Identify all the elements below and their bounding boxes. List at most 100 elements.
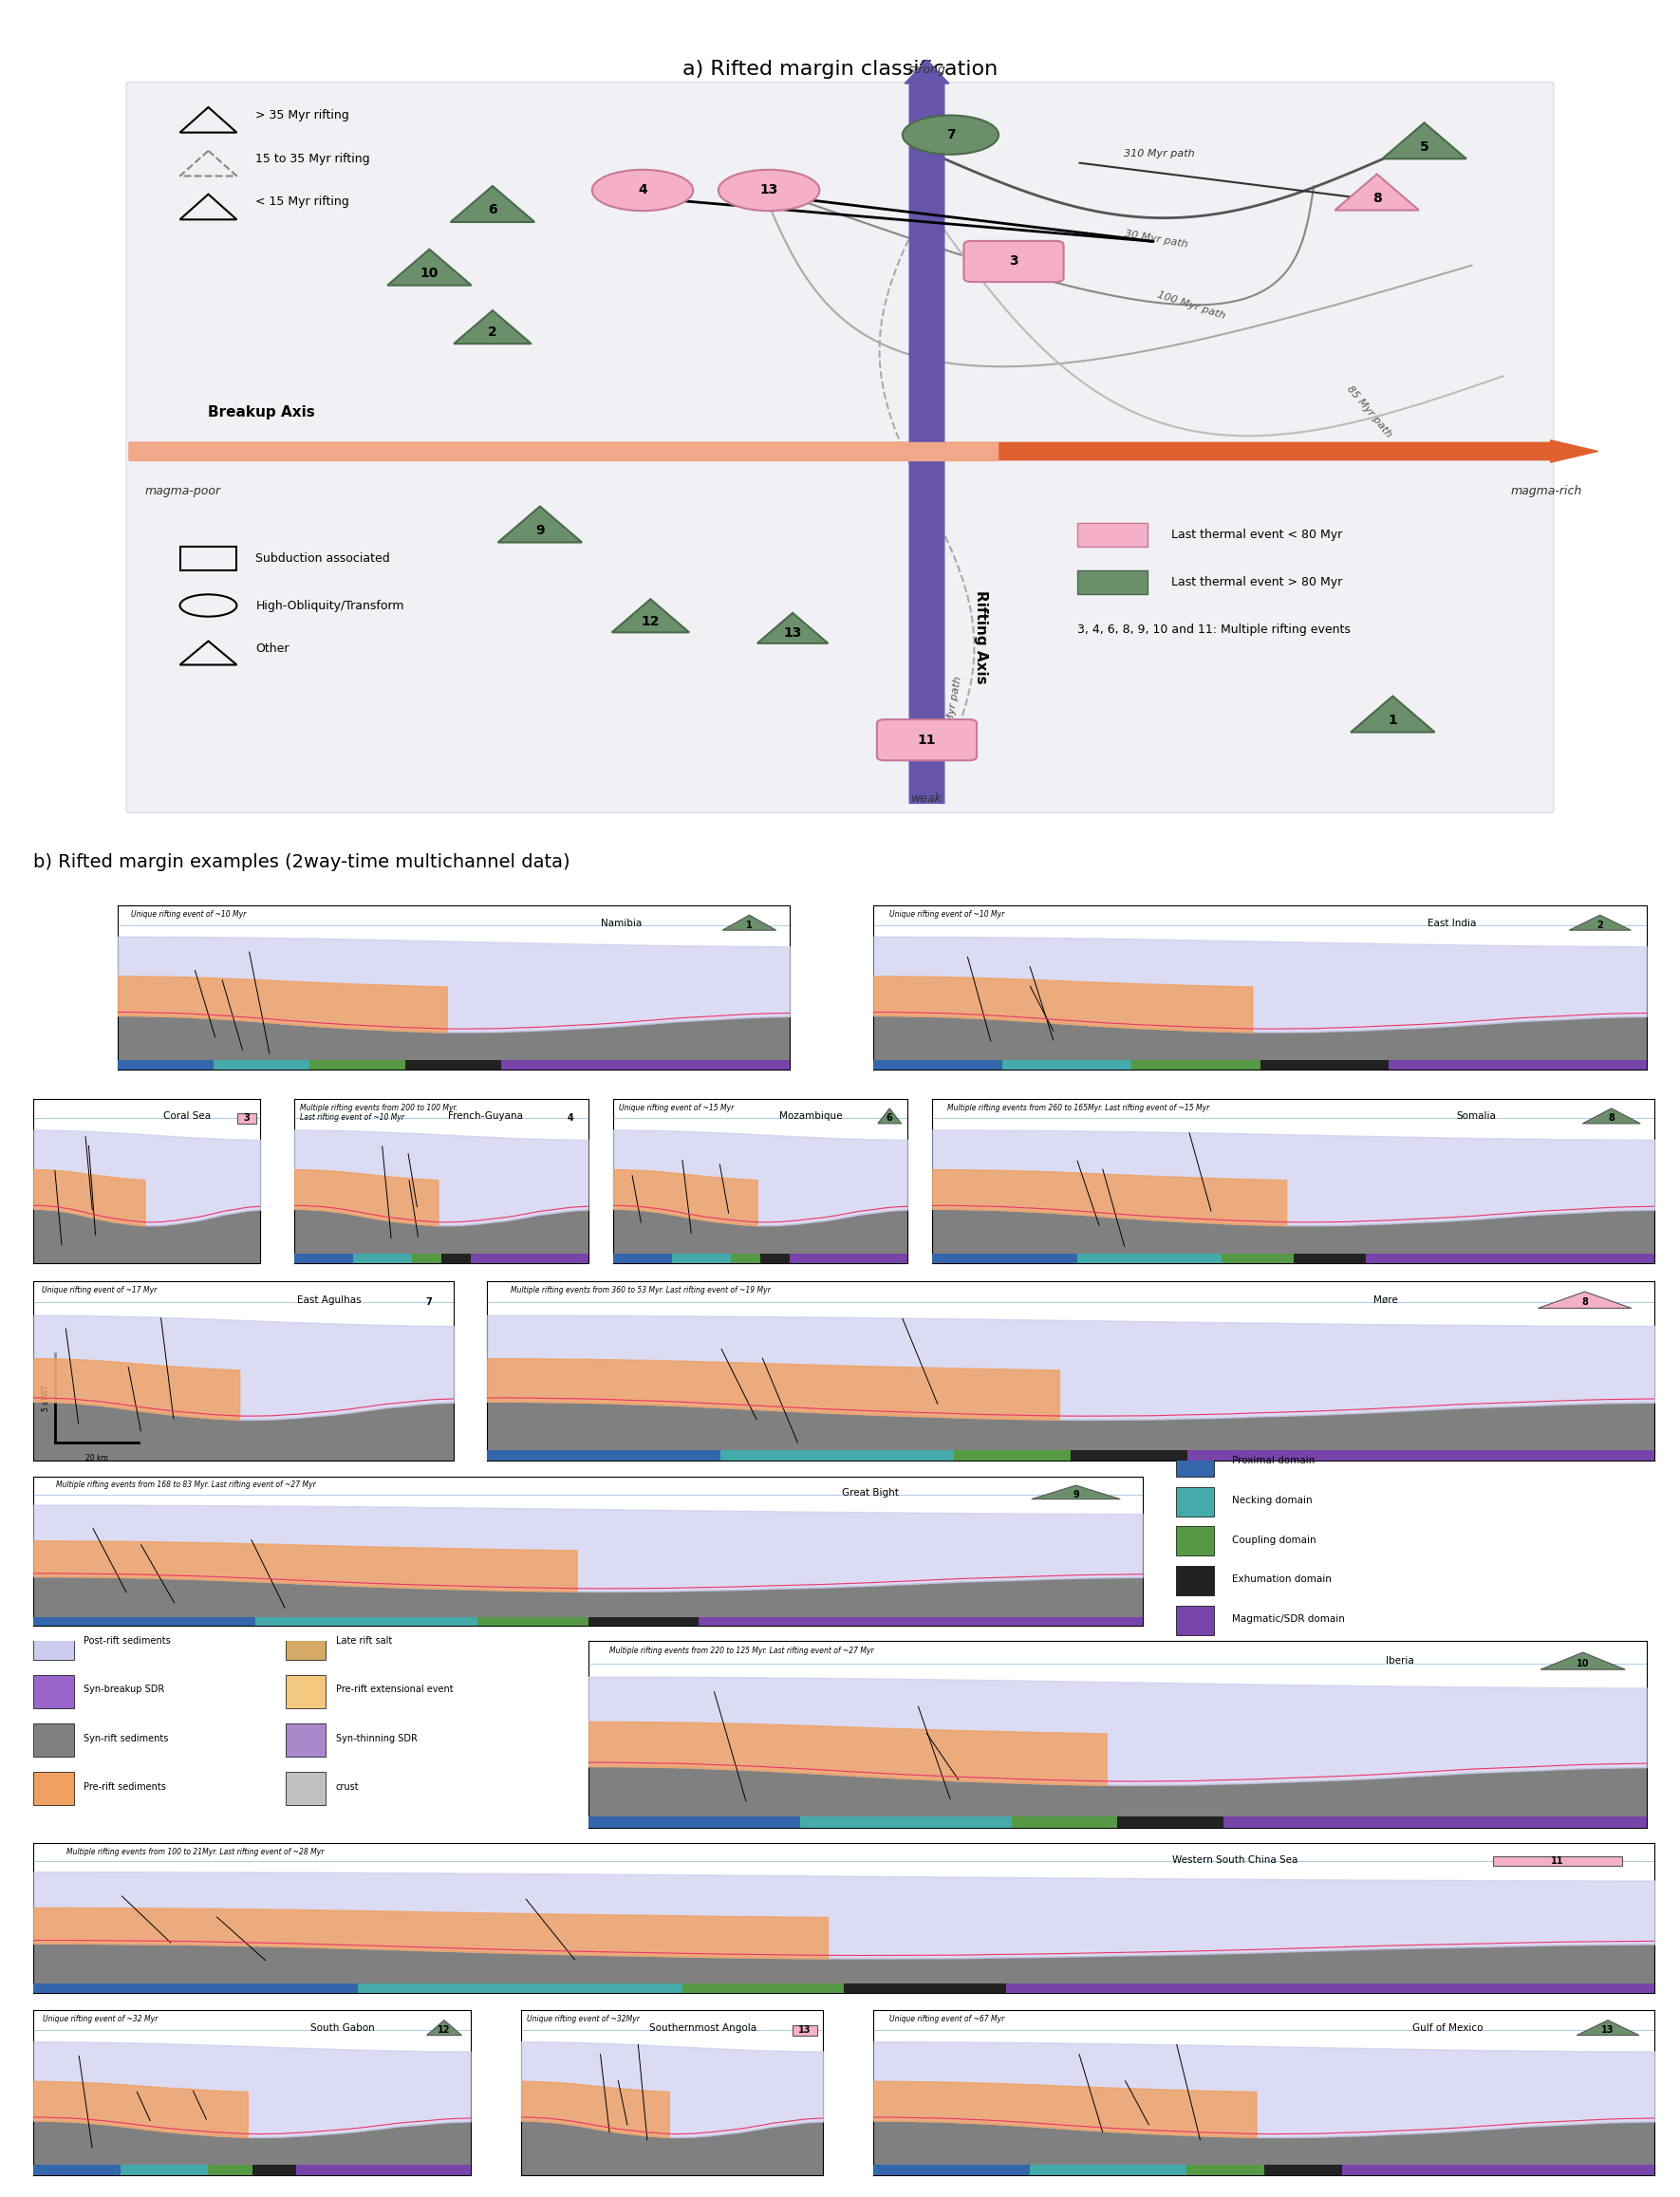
Polygon shape [450, 187, 534, 222]
Text: 10: 10 [1576, 1659, 1589, 1668]
Bar [1342, 2166, 1655, 2175]
Bar [588, 1817, 800, 1828]
Text: Coupling domain: Coupling domain [1233, 1536, 1317, 1544]
Bar [405, 1061, 502, 1070]
Text: 30 Myr path: 30 Myr path [1124, 228, 1189, 250]
Text: b) Rifted margin examples (2way-time multichannel data): b) Rifted margin examples (2way-time mul… [34, 852, 570, 872]
Text: magma-poor: magma-poor [144, 486, 222, 497]
Ellipse shape [719, 169, 820, 211]
Bar [1294, 1252, 1366, 1263]
Text: 2: 2 [1596, 921, 1603, 929]
Bar [34, 1626, 74, 1661]
Text: Southernmost Angola: Southernmost Angola [648, 2023, 756, 2032]
Text: Western South China Sea: Western South China Sea [1173, 1854, 1299, 1865]
Text: Subduction associated: Subduction associated [255, 551, 390, 565]
Polygon shape [612, 600, 689, 633]
Text: Unique rifting event of ~17 Myr: Unique rifting event of ~17 Myr [42, 1285, 158, 1294]
Text: magma-rich: magma-rich [1510, 486, 1583, 497]
FancyArrow shape [129, 442, 998, 459]
Polygon shape [1537, 1292, 1631, 1307]
Text: Late rift salt: Late rift salt [336, 1637, 391, 1646]
Bar [34, 1984, 358, 1993]
Text: South Gabon: South Gabon [311, 2023, 375, 2032]
Bar [1188, 1450, 1655, 1461]
Bar [874, 2166, 1030, 2175]
Bar [790, 1252, 907, 1263]
FancyBboxPatch shape [1494, 1856, 1623, 1865]
Bar [477, 1617, 588, 1626]
Bar [118, 1061, 213, 1070]
Text: 100 Myr path: 100 Myr path [1156, 290, 1226, 321]
Polygon shape [497, 505, 581, 543]
Text: Syn-thinning SDR: Syn-thinning SDR [336, 1733, 418, 1742]
Text: East Agulhas: East Agulhas [297, 1296, 361, 1305]
Bar [286, 1626, 326, 1661]
Text: 13: 13 [798, 2026, 811, 2034]
Bar [1003, 1061, 1131, 1070]
Text: Breakup Axis: Breakup Axis [208, 406, 316, 420]
FancyBboxPatch shape [126, 81, 1554, 813]
Bar [213, 1061, 309, 1070]
Text: 13: 13 [783, 626, 801, 639]
Bar [286, 1722, 326, 1758]
Polygon shape [1336, 174, 1420, 211]
Text: Somalia: Somalia [1457, 1112, 1495, 1120]
Text: 5 sTWT: 5 sTWT [42, 1384, 50, 1410]
Text: Møre: Møre [1374, 1296, 1398, 1305]
Text: > 35 Myr rifting: > 35 Myr rifting [255, 110, 349, 121]
Polygon shape [758, 613, 828, 644]
Polygon shape [427, 2021, 462, 2034]
Bar [1186, 2166, 1265, 2175]
Text: 4: 4 [568, 1114, 573, 1123]
Bar [309, 1061, 405, 1070]
Text: Unique rifting event of ~67 Myr: Unique rifting event of ~67 Myr [889, 2015, 1005, 2023]
Bar [1389, 1061, 1646, 1070]
Bar [1006, 1984, 1655, 1993]
Bar [588, 1617, 699, 1626]
Text: 80 Myr path: 80 Myr path [942, 674, 963, 740]
Text: 15 to 35 Myr rifting: 15 to 35 Myr rifting [255, 152, 370, 165]
Bar [843, 1984, 1006, 1993]
Polygon shape [1351, 696, 1435, 732]
Bar [1176, 1606, 1213, 1635]
Bar [1366, 1252, 1655, 1263]
Text: High-Obliquity/Transform: High-Obliquity/Transform [255, 600, 405, 611]
Bar [487, 1450, 721, 1461]
Bar [932, 1252, 1077, 1263]
Text: 5: 5 [1420, 141, 1430, 154]
Bar [1260, 1061, 1389, 1070]
Text: Iberia: Iberia [1386, 1657, 1413, 1665]
Text: 7: 7 [946, 127, 956, 141]
Text: 8: 8 [1373, 191, 1381, 204]
Text: 10: 10 [420, 266, 438, 279]
Text: Unique rifting event of ~32 Myr: Unique rifting event of ~32 Myr [42, 2015, 158, 2023]
Text: 13: 13 [759, 185, 778, 198]
Bar [34, 1771, 74, 1806]
Text: Multiple rifting events from 200 to 100 Myr.
Last rifting event of ~10 Myr: Multiple rifting events from 200 to 100 … [299, 1103, 457, 1123]
Text: 8: 8 [1581, 1298, 1588, 1307]
Text: Rifting Axis: Rifting Axis [974, 591, 988, 683]
Text: Syn-rift sediments: Syn-rift sediments [84, 1733, 168, 1742]
Text: Great Bight: Great Bight [842, 1487, 899, 1498]
Text: Namibia: Namibia [601, 918, 642, 927]
Text: Magmatic/SDR domain: Magmatic/SDR domain [1233, 1615, 1346, 1624]
Text: Gulf of Mexico: Gulf of Mexico [1413, 2023, 1483, 2032]
Bar [1077, 1252, 1221, 1263]
Text: 310 Myr path: 310 Myr path [1124, 149, 1194, 158]
Bar [412, 1252, 440, 1263]
Text: Multiple rifting events from 145 to 60 Myr.
Last rifting event of ~10 Myr: Multiple rifting events from 145 to 60 M… [71, 1305, 223, 1323]
FancyBboxPatch shape [1077, 523, 1147, 547]
Bar [874, 1061, 1003, 1070]
Bar [286, 1771, 326, 1806]
Polygon shape [1032, 1485, 1121, 1498]
Bar [121, 2166, 208, 2175]
Bar [1223, 1817, 1646, 1828]
Polygon shape [1583, 1107, 1640, 1123]
Polygon shape [1569, 914, 1631, 929]
Bar [800, 1817, 1011, 1828]
Text: Necking domain: Necking domain [1233, 1496, 1312, 1505]
Text: strong: strong [907, 64, 946, 77]
FancyBboxPatch shape [793, 2026, 816, 2034]
Bar [1176, 1566, 1213, 1595]
Bar [1011, 1817, 1117, 1828]
